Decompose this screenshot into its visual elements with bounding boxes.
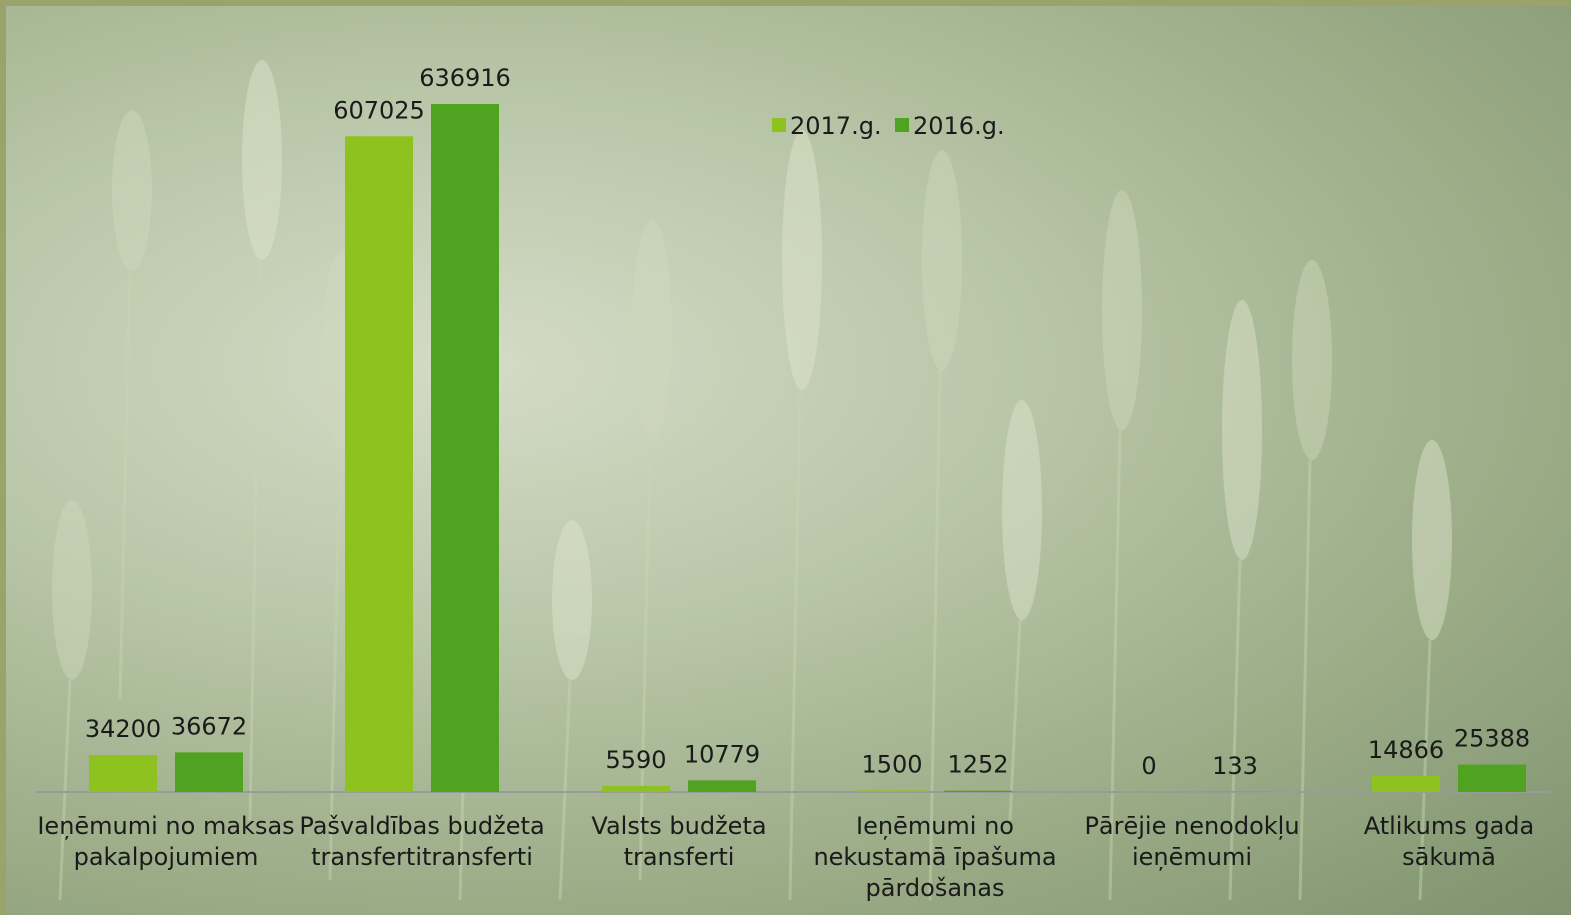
value-label: 14866 xyxy=(1368,736,1444,764)
category-label: ieņēmumi xyxy=(1132,843,1252,871)
bar-2017-5 xyxy=(1372,775,1440,792)
legend-label: 2016.g. xyxy=(913,112,1005,140)
bar-2017-0 xyxy=(89,755,157,792)
category-label: Ieņēmumi no xyxy=(856,812,1014,840)
value-label: 5590 xyxy=(605,746,666,774)
wheat-stalk xyxy=(1102,190,1142,901)
category-label: Ieņēmumi no maksas xyxy=(37,812,294,840)
value-label: 636916 xyxy=(419,64,511,92)
wheat-stalk xyxy=(632,220,672,881)
wheat-stalk xyxy=(52,500,92,901)
wheat-stalk xyxy=(112,110,152,701)
category-label: transfertitransferti xyxy=(311,843,533,871)
category-label: Atlikums gada xyxy=(1364,812,1535,840)
bar-2016-0 xyxy=(175,752,243,792)
wheat-stalk xyxy=(922,150,962,901)
bars-group xyxy=(89,104,1526,792)
value-label: 0 xyxy=(1141,752,1156,780)
wheat-stalk xyxy=(242,60,282,821)
wheat-stalk xyxy=(1222,300,1262,901)
bar-2017-3 xyxy=(858,790,926,792)
legend-label: 2017.g. xyxy=(790,112,882,140)
value-label: 36672 xyxy=(171,712,247,740)
category-label: pārdošanas xyxy=(866,874,1005,902)
category-label: sākumā xyxy=(1402,843,1496,871)
value-label: 34200 xyxy=(85,715,161,743)
category-label: Pašvaldības budžeta xyxy=(299,812,544,840)
legend: 2017.g. 2016.g. xyxy=(772,112,1005,140)
category-labels-group: Ieņēmumi no maksas pakalpojumiem Pašvaldīb… xyxy=(37,812,1534,902)
wheat-stalk xyxy=(1002,400,1042,821)
category-label: pakalpojumiem xyxy=(74,843,259,871)
wheat-stalk xyxy=(1292,260,1332,901)
wheat-stalk xyxy=(1412,440,1452,901)
bar-2016-3 xyxy=(944,790,1012,792)
value-label: 10779 xyxy=(684,740,760,768)
category-label: transferti xyxy=(624,843,735,871)
bar-2016-5 xyxy=(1458,764,1526,792)
wheat-stalk xyxy=(782,130,822,901)
value-label: 25388 xyxy=(1454,725,1530,753)
value-label: 607025 xyxy=(333,96,425,124)
value-label: 133 xyxy=(1212,752,1258,780)
legend-swatch-2017 xyxy=(772,118,786,132)
value-label: 1252 xyxy=(947,751,1008,779)
wheat-stalk xyxy=(552,520,592,901)
bar-2017-1 xyxy=(345,136,413,792)
category-label: nekustamā īpašuma xyxy=(813,843,1056,871)
value-labels-group: 34200 36672 607025 636916 5590 10779 1500 1252 0… xyxy=(85,64,1530,780)
category-label: Valsts budžeta xyxy=(591,812,766,840)
value-label: 1500 xyxy=(861,750,922,778)
legend-swatch-2016 xyxy=(895,118,909,132)
bar-2016-2 xyxy=(688,780,756,792)
category-label: Pārējie nenodokļu xyxy=(1084,812,1299,840)
bar-2016-1 xyxy=(431,104,499,792)
bar-2017-2 xyxy=(602,785,670,792)
